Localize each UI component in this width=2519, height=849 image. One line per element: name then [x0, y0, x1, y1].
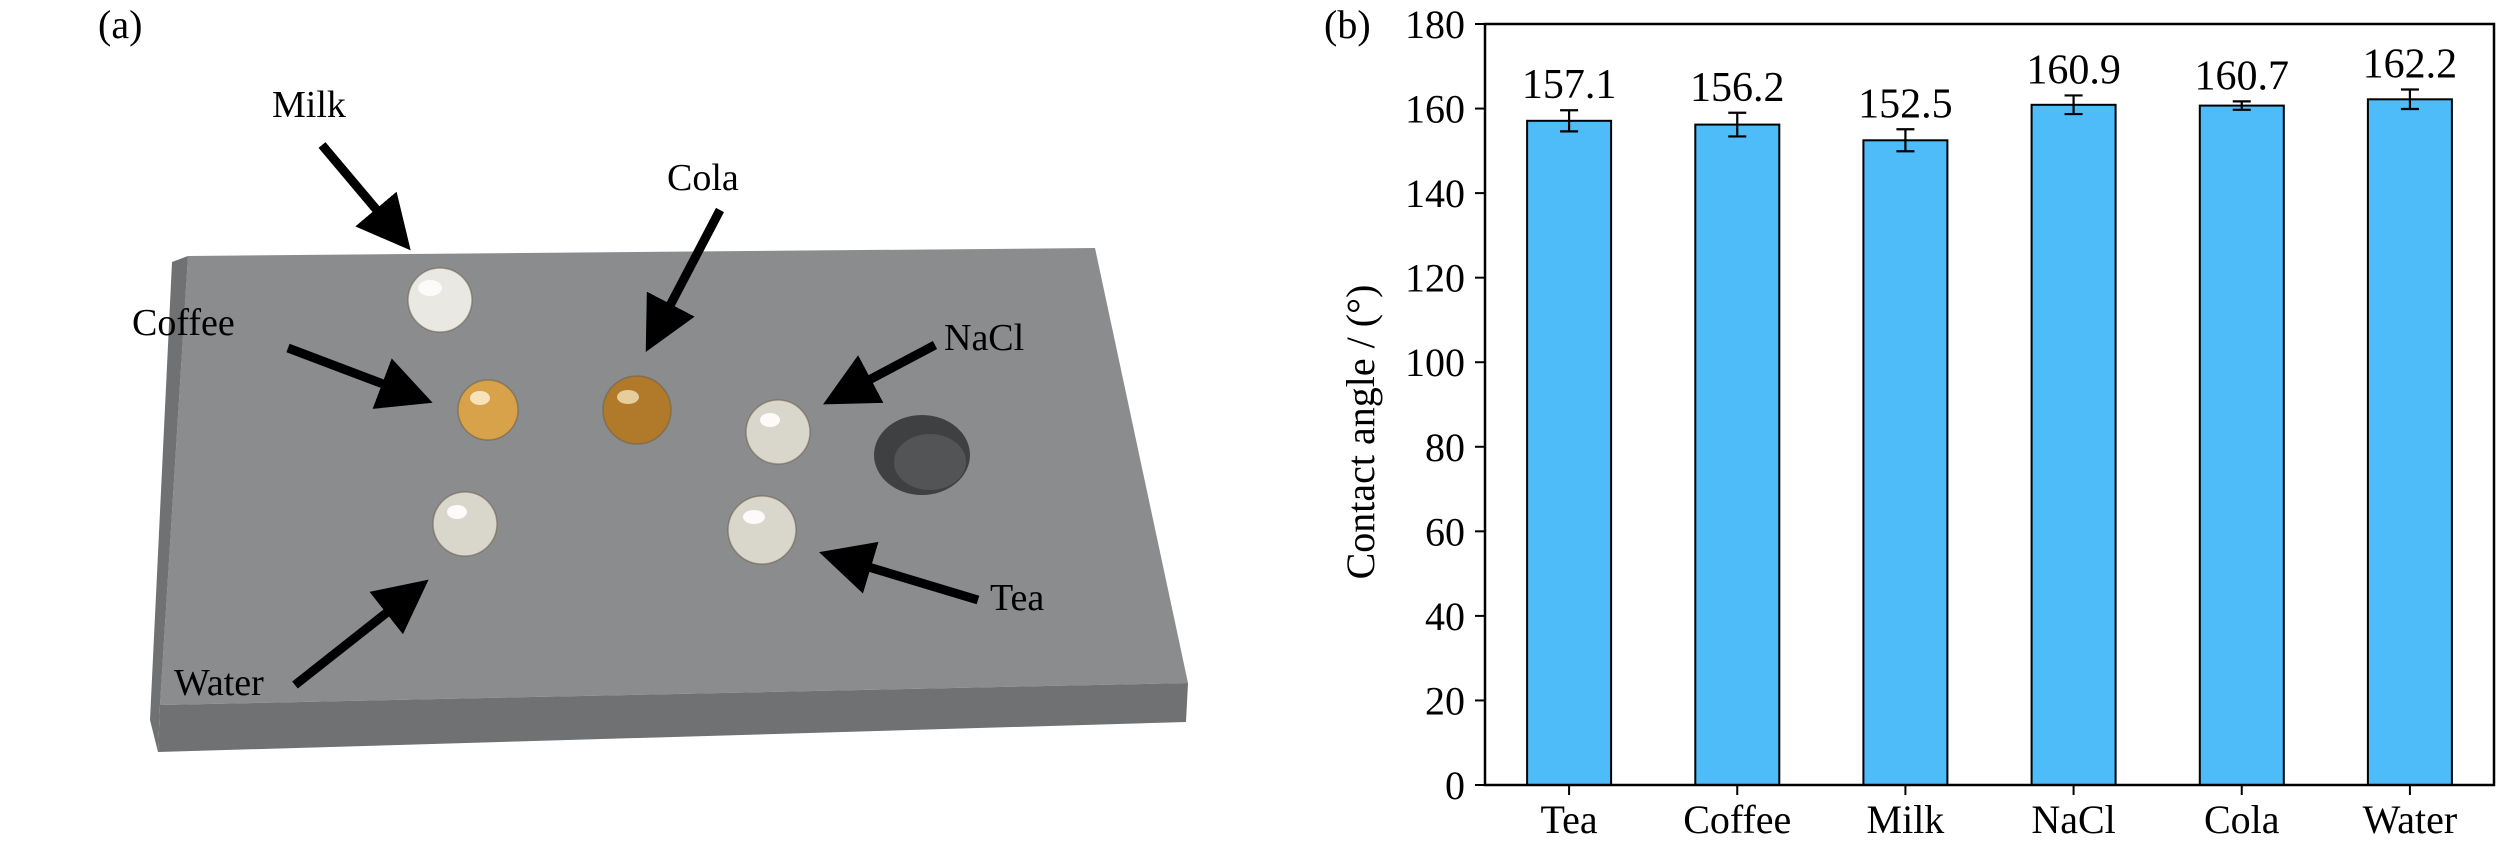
plate-front-edge — [158, 683, 1188, 752]
plate-top — [160, 248, 1188, 705]
arrows — [286, 142, 980, 689]
nacl-label: NaCl — [944, 317, 1024, 359]
y-tick-label-40: 40 — [1425, 594, 1465, 639]
plate-hole-inner — [894, 434, 966, 490]
bar-tea — [1526, 119, 1613, 787]
y-tick-label-60: 60 — [1425, 509, 1465, 554]
y-tick-label-80: 80 — [1425, 425, 1465, 470]
coffee-droplet — [457, 379, 519, 441]
x-tick-label-nacl: NaCl — [2031, 797, 2115, 842]
coffee-arrow — [286, 343, 433, 409]
y-tick-label-0: 0 — [1445, 763, 1465, 808]
x-tick-label-coffee: Coffee — [1683, 797, 1791, 842]
x-tick-label-water: Water — [2363, 797, 2458, 842]
value-label-coffee: 156.2 — [1690, 65, 1785, 111]
photo-panel: (a) — [98, 2, 1188, 752]
nacl-arrow — [823, 341, 938, 405]
bar-nacl — [2030, 103, 2117, 787]
cola-label: Cola — [667, 157, 739, 199]
milk-label: Milk — [272, 84, 346, 126]
x-tick-label-milk: Milk — [1867, 797, 1945, 842]
cola-droplet — [602, 375, 672, 445]
y-tick-label-180: 180 — [1405, 2, 1465, 47]
tea-label: Tea — [990, 577, 1044, 619]
tea-droplet — [727, 495, 797, 565]
cola-arrow — [645, 207, 724, 352]
value-label-nacl: 160.9 — [2026, 47, 2121, 93]
value-label-tea: 157.1 — [1522, 62, 1617, 108]
water-label: Water — [174, 662, 264, 704]
plot-frame — [1483, 22, 2496, 787]
y-tick-label-120: 120 — [1405, 256, 1465, 301]
bar-coffee — [1694, 123, 1781, 787]
bar-cola — [2198, 104, 2285, 787]
value-label-milk: 152.5 — [1858, 81, 1953, 127]
x-tick-label-tea: Tea — [1541, 797, 1598, 842]
bar-milk — [1862, 139, 1949, 787]
droplets — [407, 267, 811, 565]
plate-left-edge — [150, 256, 188, 752]
value-label-water: 162.2 — [2363, 42, 2458, 88]
y-tick-label-140: 140 — [1405, 171, 1465, 216]
y-tick-label-160: 160 — [1405, 87, 1465, 132]
value-label-cola: 160.7 — [2195, 53, 2290, 99]
tea-arrow — [819, 541, 980, 605]
panel-a-label: (a) — [98, 2, 142, 47]
milk-droplet — [407, 267, 473, 333]
x-tick-label-cola: Cola — [2204, 797, 2280, 842]
y-tick-label-20: 20 — [1425, 678, 1465, 723]
y-tick-label-100: 100 — [1405, 340, 1465, 385]
y-axis-title: Contact angle / (°) — [1338, 285, 1383, 580]
panel-b-label: (b) — [1324, 2, 1371, 47]
water-arrow — [292, 579, 429, 689]
bar-water — [2366, 98, 2453, 787]
nacl-droplet — [745, 399, 811, 465]
plot-area: 157.1 Tea 156.2 Coffee 152.5 Milk 160.9 NaCl 160… — [1405, 2, 2496, 842]
milk-arrow — [318, 142, 411, 251]
coffee-label: Coffee — [132, 302, 235, 344]
chart-panel: (b) Contact angle / (°) 157.1 Tea 156.2 Cof… — [1324, 2, 2496, 842]
water-droplet — [432, 491, 498, 557]
